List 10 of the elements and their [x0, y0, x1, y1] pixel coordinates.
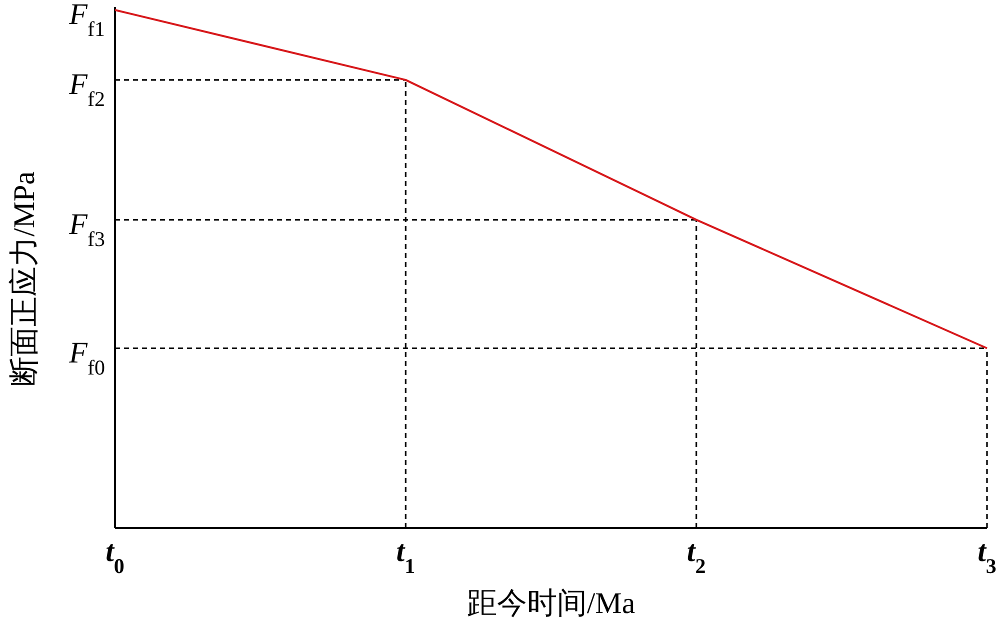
x-tick-label: t$_{0}$	[106, 535, 124, 578]
ref-line-label: F$_{f2}$	[68, 68, 105, 111]
x-tick-label: t$_{1}$	[396, 535, 416, 578]
annotation: F$_{f1}$	[68, 0, 105, 41]
ref-line-label: F$_{f3}$	[68, 208, 105, 251]
ref-line-label: F$_{f0}$	[68, 336, 105, 380]
x-tick-label: t$_{3}$	[978, 535, 996, 578]
x-axis-title: 距今时间/Ma	[466, 587, 636, 620]
x-tick-label: t$_{2}$	[686, 535, 706, 578]
y-axis-title: 断面正应力/MPa	[8, 171, 41, 387]
